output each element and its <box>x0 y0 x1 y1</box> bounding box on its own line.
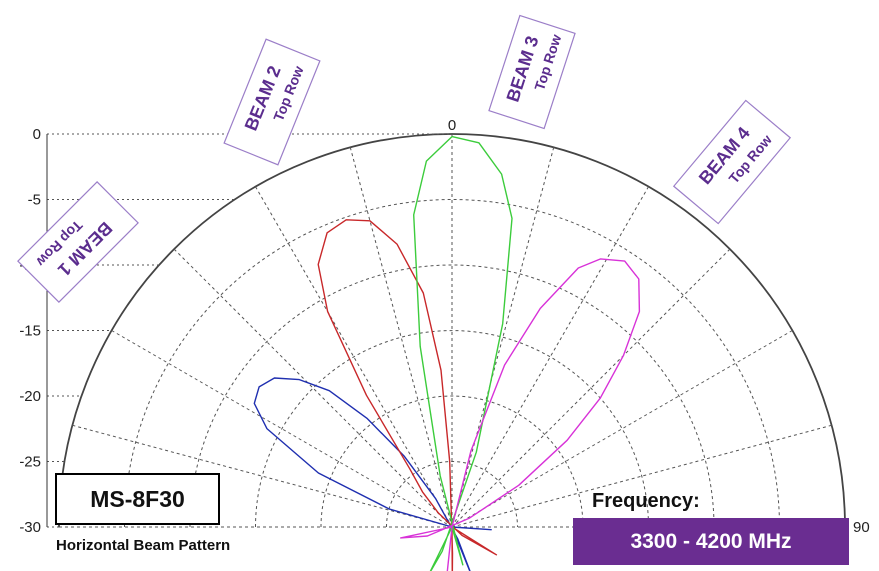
beam-label-box <box>672 99 792 225</box>
beam-pattern-4 <box>400 258 641 571</box>
model-name: MS-8F30 <box>90 485 185 512</box>
frequency-label: Frequency: <box>592 490 700 512</box>
frequency-box: 3300 - 4200 MHz <box>573 518 849 565</box>
beam-label-box <box>223 38 321 166</box>
angle-label-0: 0 <box>448 117 456 134</box>
beam-pattern-1 <box>253 377 492 571</box>
model-box: MS-8F30 <box>55 473 220 525</box>
grid-spoke <box>451 248 731 528</box>
grid-ring <box>124 199 780 528</box>
grid-spoke <box>451 186 649 528</box>
frequency-value: 3300 - 4200 MHz <box>630 529 792 553</box>
grid-ring <box>320 395 584 528</box>
beam-label-box <box>17 181 139 303</box>
radial-tick-label: -15 <box>19 323 41 340</box>
beam-pattern-3 <box>413 135 513 571</box>
radial-tick-label: 0 <box>33 126 41 143</box>
polar-grid <box>46 133 846 528</box>
grid-ring <box>386 461 518 528</box>
radial-tick-label: -20 <box>19 388 41 405</box>
beam-patterns <box>253 135 641 571</box>
grid-spoke <box>451 147 555 528</box>
beam-label-box <box>488 14 576 130</box>
chart-subtitle: Horizontal Beam Pattern <box>56 537 231 554</box>
grid-spoke <box>349 147 453 528</box>
grid-ring <box>255 330 649 528</box>
radial-tick-label: -30 <box>19 519 41 536</box>
grid-ring <box>189 264 715 528</box>
radial-tick-label: -25 <box>19 454 41 471</box>
angle-label-90: 90 <box>853 519 870 536</box>
beam-pattern-2 <box>317 219 498 571</box>
radial-tick-label: -5 <box>28 192 41 209</box>
